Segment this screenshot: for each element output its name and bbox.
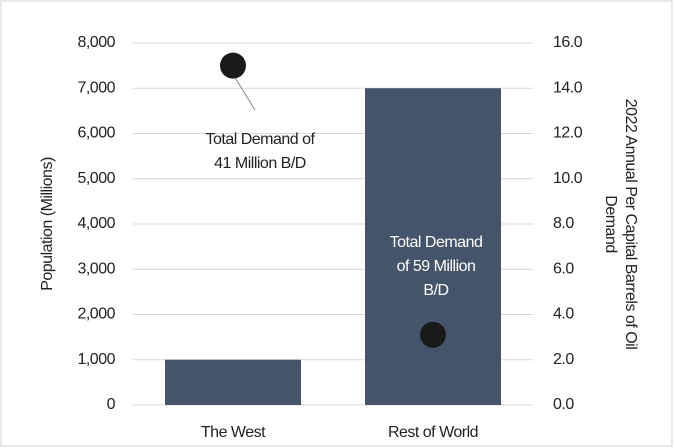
annotation: of 59 Million [397,258,476,275]
leader-line [234,77,256,111]
y-tick-label: 7,000 [77,79,115,96]
y2-tick-label: 6.0 [553,260,574,277]
y2-tick-label: 2.0 [553,351,574,368]
annotation: 41 Million B/D [214,155,306,172]
y-tick-label: 3,000 [77,260,115,277]
y2-tick-label: 10.0 [553,170,583,187]
y-tick-label: 8,000 [77,34,115,51]
dot [420,321,446,348]
x-tick-label: Rest of World [388,424,478,441]
dot [220,52,246,79]
annotation: Total Demand [390,234,483,251]
y2-tick-label: 12.0 [553,125,583,142]
annotation: Total Demand of [205,131,315,148]
y2-tick-label: 0.0 [553,396,574,413]
y2-axis-title: 2022 Annual Per Capital Barrels of Oil [622,99,639,349]
y-tick-label: 0 [107,396,116,413]
bar [165,359,301,405]
bar [365,88,501,405]
y2-tick-label: 8.0 [553,215,574,232]
y-axis-title: Population (Millions) [39,157,56,291]
x-tick-label: The West [201,424,266,441]
y2-axis-title: Demand [602,195,619,252]
y2-tick-label: 14.0 [553,79,583,96]
y-tick-label: 6,000 [77,125,115,142]
y-tick-label: 2,000 [77,306,115,323]
annotation: B/D [423,282,448,299]
y-tick-label: 5,000 [77,170,115,187]
y2-tick-label: 4.0 [553,306,574,323]
y2-tick-label: 16.0 [553,34,583,51]
y-tick-label: 4,000 [77,215,115,232]
y-tick-label: 1,000 [77,351,115,368]
